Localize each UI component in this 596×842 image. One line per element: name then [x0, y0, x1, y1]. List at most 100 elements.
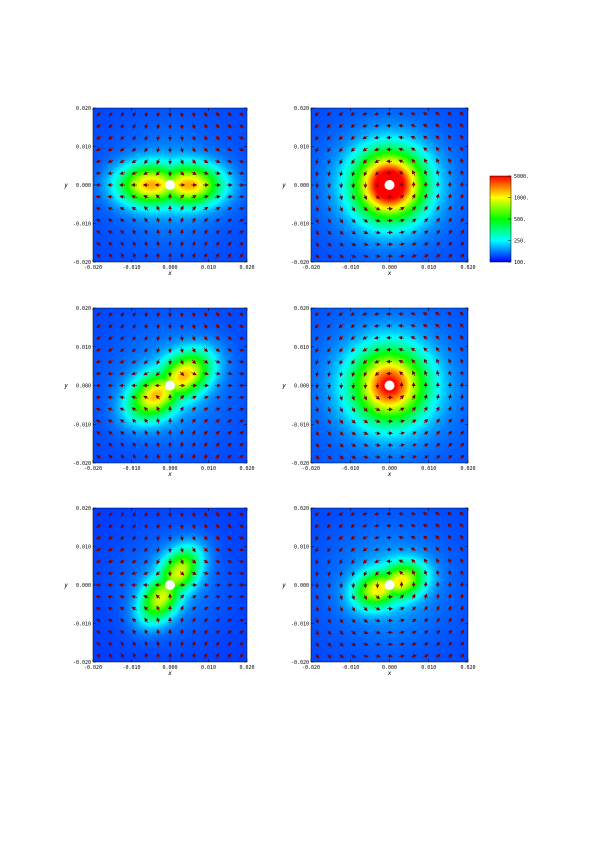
vector-arrow [95, 359, 102, 364]
vector-arrow [338, 654, 345, 659]
y-tick-label: 0.000 [294, 183, 309, 189]
x-axis-label: x [167, 471, 172, 478]
vector-arrow [179, 406, 184, 412]
vector-arrow [191, 617, 196, 623]
vector-arrow [155, 194, 161, 199]
vector-arrow [422, 512, 429, 516]
x-tick-label: -0.010 [341, 265, 359, 271]
vector-arrow [203, 195, 209, 199]
colorbar-gradient [489, 175, 512, 263]
vector-arrow [411, 618, 417, 623]
vector-arrow [95, 347, 102, 352]
vector-arrow [227, 111, 232, 117]
vector-arrow [327, 170, 332, 177]
vector-arrow [132, 652, 137, 659]
vector-arrow [179, 605, 184, 612]
vector-arrow [363, 618, 369, 623]
vector-arrow [447, 311, 453, 316]
vector-arrow [203, 171, 209, 175]
y-tick-label: 0.010 [76, 345, 91, 351]
vector-arrow [459, 653, 465, 659]
vector-arrow [339, 359, 344, 365]
vector-arrow [203, 571, 209, 575]
vector-arrow [191, 559, 197, 564]
vector-arrow [460, 346, 464, 353]
panel-top-right: -0.020 -0.010 0.000 0.010 0.020 -0.020 -0.010 0… [281, 106, 475, 277]
vector-arrow [374, 630, 381, 635]
vector-arrow [108, 230, 113, 235]
vector-arrow [191, 147, 196, 153]
vector-arrow [327, 618, 331, 624]
vector-arrow [351, 431, 357, 436]
vector-arrow [226, 347, 233, 352]
vector-arrow [314, 594, 319, 601]
vector-arrow [448, 370, 452, 377]
vector-arrow [179, 347, 184, 354]
vector-arrow [215, 111, 220, 117]
vector-arrow [143, 559, 149, 564]
vector-arrow [327, 558, 332, 565]
vector-arrow [226, 218, 233, 223]
x-tick-label: 0.020 [239, 665, 254, 671]
vector-arrow [423, 205, 428, 211]
vector-arrow [238, 135, 244, 140]
vector-arrow [399, 607, 405, 611]
vector-arrow [156, 652, 161, 659]
vector-arrow [326, 512, 332, 517]
vector-arrow [398, 547, 405, 552]
vector-arrow [203, 395, 209, 400]
vector-arrow [460, 134, 464, 140]
y-tick-label: -0.020 [291, 660, 309, 666]
vector-arrow [435, 193, 440, 200]
vector-arrow [239, 311, 244, 317]
vector-field [95, 311, 245, 460]
vector-arrow [362, 547, 368, 552]
vector-arrow [203, 418, 209, 424]
vector-arrow [143, 206, 149, 211]
vector-arrow [399, 570, 404, 576]
vector-arrow [314, 511, 320, 517]
vector-arrow [95, 407, 102, 412]
vector-arrow [156, 111, 161, 118]
vector-arrow [95, 559, 102, 564]
vector-arrow [327, 394, 331, 401]
vector-arrow [434, 111, 441, 116]
vector-arrow [191, 606, 197, 611]
vector-arrow [351, 159, 356, 165]
vector-arrow [226, 547, 233, 552]
y-tick-label: -0.020 [73, 660, 91, 666]
panel-middle-right: -0.020 -0.010 0.000 0.010 0.020 -0.020 -0.010 0… [281, 306, 475, 478]
vector-arrow [399, 443, 406, 448]
vector-arrow [412, 570, 416, 576]
vector-arrow [156, 546, 161, 553]
vector-arrow [226, 194, 233, 199]
vector-arrow [459, 111, 464, 116]
vector-arrow [338, 135, 344, 141]
vector-arrow [96, 431, 102, 436]
vector-arrow [315, 135, 319, 141]
vector-arrow [423, 193, 428, 200]
vector-arrow [327, 230, 332, 236]
vector-arrow [339, 558, 344, 565]
vector-arrow [338, 123, 344, 128]
vector-arrow [423, 593, 428, 600]
vector-arrow [423, 230, 429, 235]
vector-arrow [435, 169, 440, 176]
vector-arrow [96, 135, 102, 140]
vector-arrow [203, 147, 209, 152]
vector-arrow [227, 511, 232, 517]
vector-arrow [238, 594, 245, 599]
vector-arrow [351, 559, 356, 565]
panel-middle-left: -0.020 -0.010 0.000 0.010 0.020 -0.020 -0.010 0… [63, 306, 254, 478]
vector-arrow [215, 535, 220, 541]
vector-arrow [238, 347, 245, 352]
vector-arrow [423, 418, 429, 424]
vector-arrow [191, 395, 197, 400]
vector-arrow [156, 429, 161, 436]
vector-arrow [156, 323, 161, 330]
colorbar-label: 500. [514, 217, 526, 223]
vector-arrow [411, 443, 417, 448]
vector-arrow [107, 419, 114, 424]
vector-arrow [423, 347, 428, 352]
vector-arrow [132, 311, 137, 318]
